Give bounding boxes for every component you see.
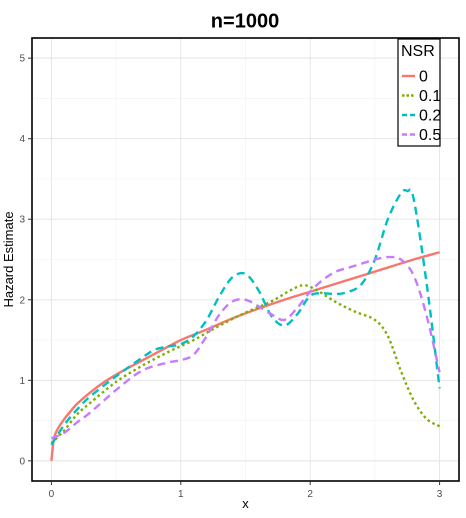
y-tick-label: 5 bbox=[19, 54, 25, 65]
x-axis-title: x bbox=[242, 496, 249, 511]
y-tick-label: 1 bbox=[19, 376, 25, 387]
legend-items: 0 0.1 0.2 0.5 bbox=[402, 69, 441, 144]
x-tick-label: 3 bbox=[437, 489, 443, 500]
axis-ticks: 0 1 2 3 0 1 2 3 4 5 bbox=[19, 54, 442, 500]
y-tick-label: 2 bbox=[19, 295, 25, 306]
y-tick-label: 0 bbox=[19, 456, 25, 467]
y-tick-label: 3 bbox=[19, 215, 25, 226]
legend-label-0: 0 bbox=[419, 69, 428, 86]
x-tick-label: 0 bbox=[49, 489, 55, 500]
series-line-0 bbox=[50, 251, 440, 461]
legend-label-0_1: 0.1 bbox=[419, 88, 441, 105]
x-tick-label: 1 bbox=[178, 489, 184, 500]
series-line-0_1 bbox=[50, 284, 441, 444]
series-line-0_5 bbox=[50, 255, 441, 440]
y-tick-label: 4 bbox=[19, 134, 25, 145]
legend-label-0_2: 0.2 bbox=[419, 108, 441, 125]
chart-title: n=1000 bbox=[211, 10, 279, 32]
legend-label-0_5: 0.5 bbox=[419, 127, 441, 144]
grid-lines bbox=[32, 38, 459, 481]
series-lines bbox=[50, 188, 441, 461]
legend: NSR 0 0.1 0.2 0.5 bbox=[397, 38, 441, 147]
legend-title: NSR bbox=[401, 43, 435, 60]
y-axis-title: Hazard Estimate bbox=[1, 211, 16, 307]
panel-border bbox=[31, 37, 460, 482]
legend-box bbox=[397, 38, 441, 147]
x-tick-label: 2 bbox=[307, 489, 313, 500]
